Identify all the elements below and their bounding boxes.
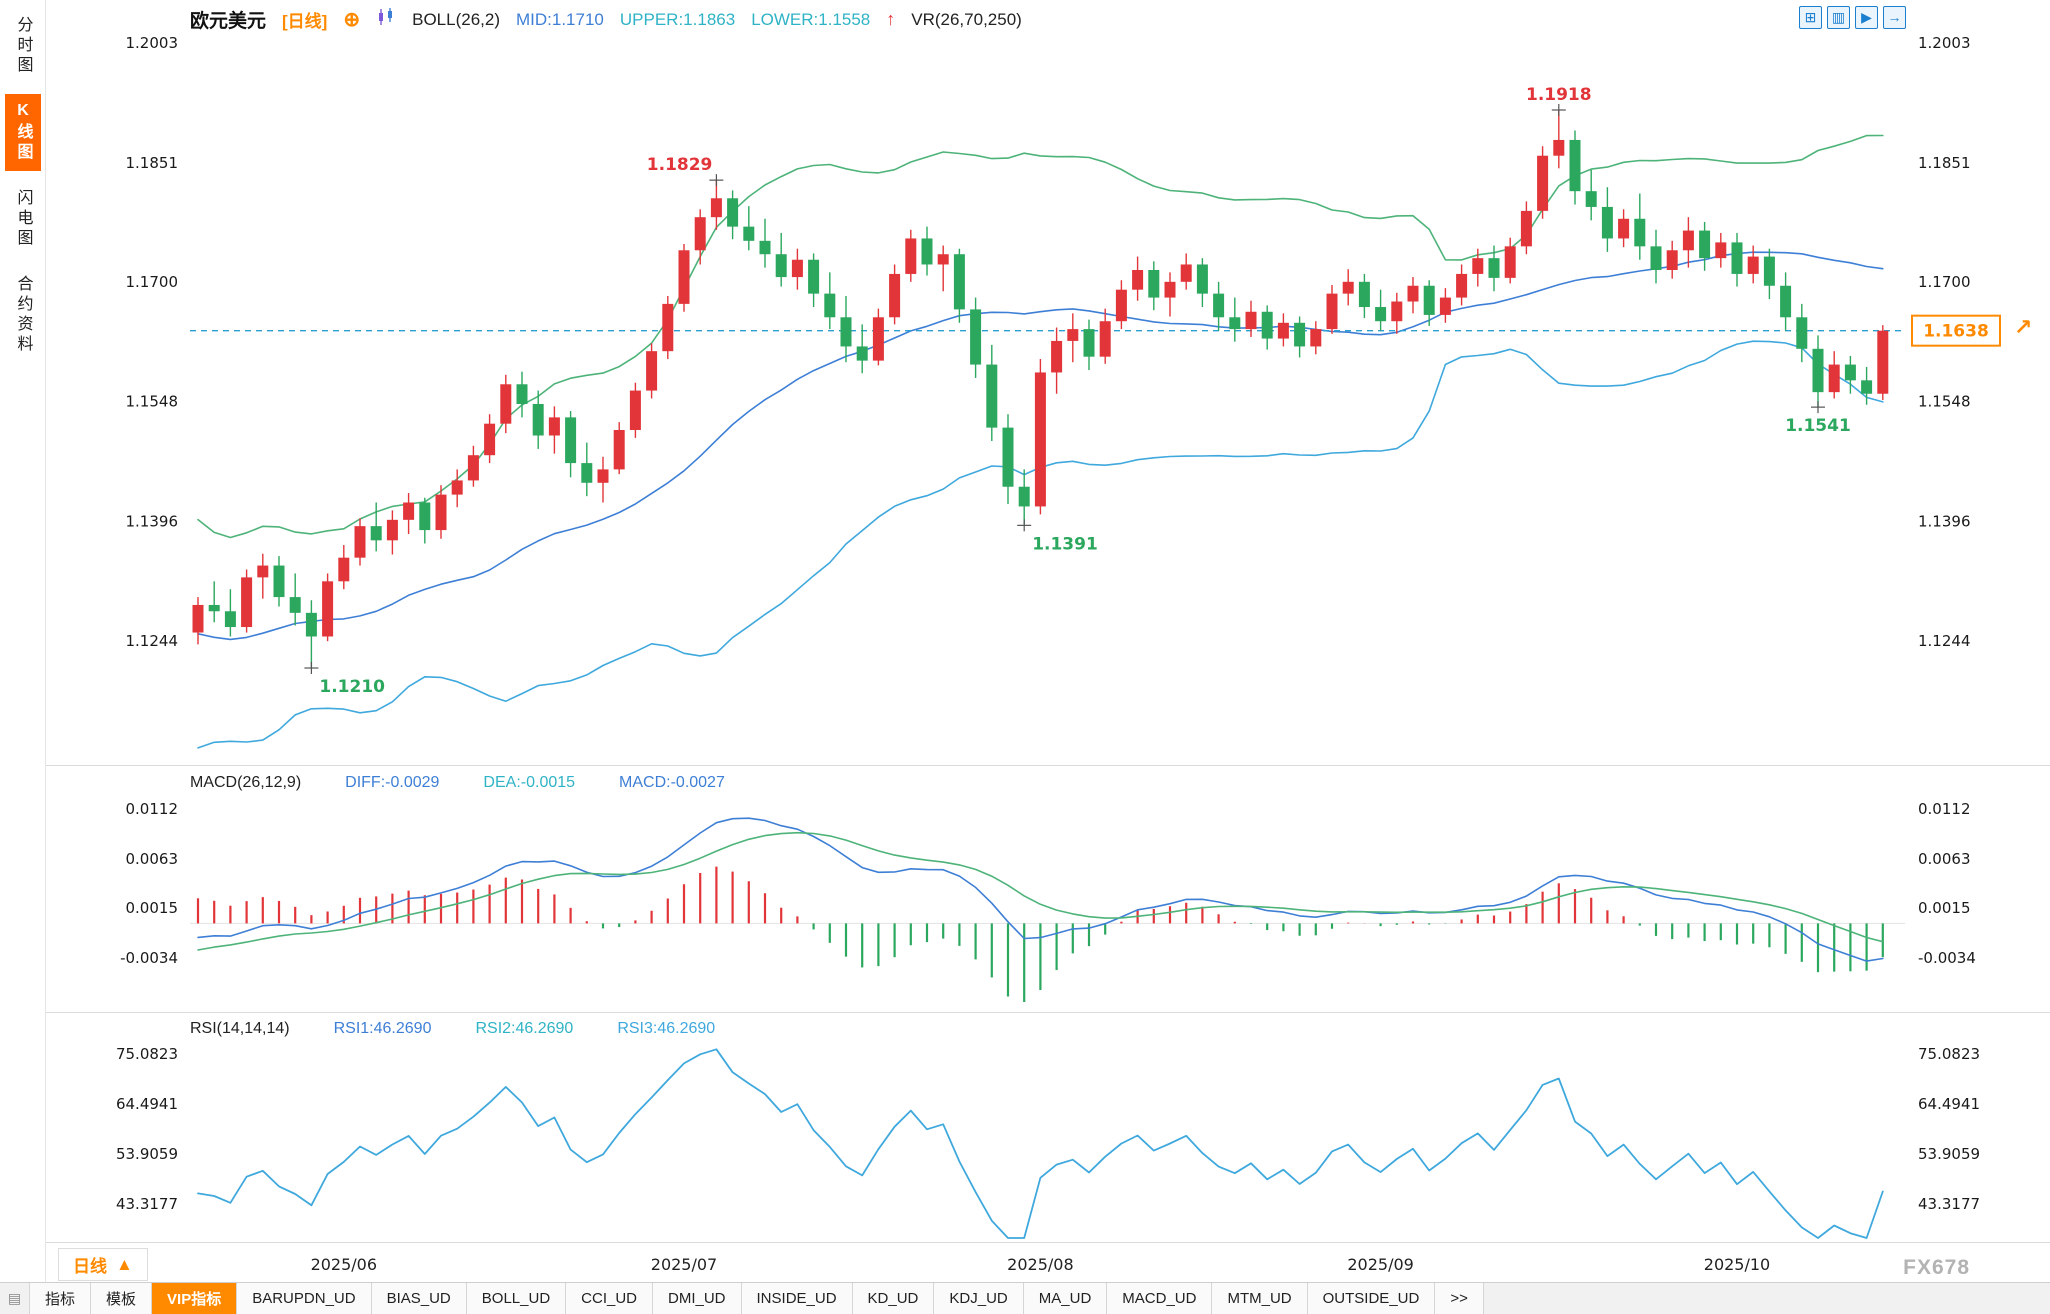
tab-kdj-ud[interactable]: KDJ_UD	[934, 1283, 1024, 1314]
svg-text:1.1700: 1.1700	[126, 273, 179, 291]
rsi-panel-labels: RSI(14,14,14) RSI1:46.2690 RSI2:46.2690 …	[190, 1020, 715, 1038]
bottom-toolbar: ▤ 指标 模板 VIP指标 BARUPDN_UD BIAS_UD BOLL_UD…	[0, 1282, 2050, 1314]
svg-text:-0.0034: -0.0034	[120, 949, 178, 967]
svg-text:75.0823: 75.0823	[116, 1045, 178, 1063]
svg-text:53.9059: 53.9059	[1918, 1145, 1980, 1163]
sidebar: 分时图 K线图 闪电图 合约资料	[0, 0, 46, 1282]
svg-text:1.1638: 1.1638	[1923, 322, 1989, 342]
svg-text:2025/08: 2025/08	[1007, 1255, 1073, 1274]
svg-text:0.0015: 0.0015	[1918, 899, 1971, 917]
boll-mid-value: MID:1.1710	[516, 9, 604, 29]
svg-text:64.4941: 64.4941	[116, 1095, 178, 1113]
sidebar-item-contract-info[interactable]: 合约资料	[4, 267, 41, 363]
svg-text:1.1244: 1.1244	[1918, 632, 1971, 650]
chart-toolbar-icons: ⊞ ▥ ▶ →	[1799, 6, 1906, 29]
svg-text:1.1548: 1.1548	[1918, 393, 1971, 411]
period-tag[interactable]: [日线]	[282, 12, 328, 31]
sidebar-item-kline-chart[interactable]: K线图	[4, 94, 41, 171]
sidebar-item-time-chart[interactable]: 分时图	[4, 8, 41, 84]
symbol-name: 欧元美元	[190, 11, 267, 32]
svg-text:1.1541: 1.1541	[1785, 416, 1851, 436]
macd-diff-value: DIFF:-0.0029	[345, 774, 440, 791]
svg-text:1.1396: 1.1396	[126, 512, 179, 530]
svg-text:1.1851: 1.1851	[126, 154, 179, 172]
tab-kd-ud[interactable]: KD_UD	[852, 1283, 935, 1314]
svg-text:1.1918: 1.1918	[1526, 85, 1592, 105]
boll-upper-value: UPPER:1.1863	[619, 9, 736, 29]
svg-text:1.1548: 1.1548	[126, 393, 179, 411]
tab-mtm-ud[interactable]: MTM_UD	[1212, 1283, 1308, 1314]
svg-text:1.1851: 1.1851	[1918, 154, 1971, 172]
tab-template[interactable]: 模板	[91, 1283, 153, 1314]
svg-text:1.1396: 1.1396	[1918, 512, 1971, 530]
period-label: 日线	[73, 1257, 107, 1276]
play-chart-icon[interactable]: ▶	[1855, 6, 1878, 29]
svg-text:1.2003: 1.2003	[126, 34, 179, 52]
sidebar-item-lightning-chart[interactable]: 闪电图	[4, 181, 41, 257]
svg-text:1.1244: 1.1244	[126, 632, 179, 650]
svg-text:75.0823: 75.0823	[1918, 1045, 1980, 1063]
tab-more[interactable]: >>	[1435, 1283, 1484, 1314]
period-selector-button[interactable]: 日线 ▲	[58, 1248, 148, 1281]
svg-text:2025/06: 2025/06	[311, 1255, 377, 1274]
trend-up-arrow-icon: ↑	[886, 9, 896, 29]
watermark: FX678	[1903, 1256, 1970, 1279]
svg-text:2025/10: 2025/10	[1704, 1255, 1770, 1274]
tab-cci-ud[interactable]: CCI_UD	[566, 1283, 653, 1314]
rsi3-value: RSI3:46.2690	[617, 1020, 716, 1037]
macd-title: MACD(26,12,9)	[190, 774, 302, 791]
svg-text:1.1210: 1.1210	[319, 677, 385, 697]
tab-vip-indicator[interactable]: VIP指标	[152, 1283, 238, 1314]
chart-header: 欧元美元 [日线] ⊕ BOLL(26,2) MID:1.1710 UPPER:…	[190, 6, 1022, 33]
rsi2-value: RSI2:46.2690	[475, 1020, 574, 1037]
macd-macd-value: MACD:-0.0027	[619, 774, 725, 791]
add-indicator-icon[interactable]: ⊕	[343, 9, 361, 31]
tab-barupdn-ud[interactable]: BARUPDN_UD	[237, 1283, 372, 1314]
tab-outside-ud[interactable]: OUTSIDE_UD	[1307, 1283, 1436, 1314]
svg-text:43.3177: 43.3177	[116, 1195, 178, 1213]
svg-text:1.1700: 1.1700	[1918, 273, 1971, 291]
kline-icon	[376, 7, 396, 32]
svg-text:2025/07: 2025/07	[651, 1255, 717, 1274]
tab-macd-ud[interactable]: MACD_UD	[1107, 1283, 1213, 1314]
multi-pane-icon[interactable]: ▥	[1827, 6, 1850, 29]
boll-lower-value: LOWER:1.1558	[751, 9, 871, 29]
toolbar-list-icon[interactable]: ▤	[0, 1283, 30, 1314]
tab-ma-ud[interactable]: MA_UD	[1023, 1283, 1108, 1314]
rsi1-value: RSI1:46.2690	[333, 1020, 432, 1037]
tab-boll-ud[interactable]: BOLL_UD	[466, 1283, 567, 1314]
svg-text:-0.0034: -0.0034	[1918, 949, 1976, 967]
svg-text:0.0112: 0.0112	[1918, 800, 1971, 818]
dropdown-up-icon: ▲	[116, 1254, 133, 1274]
tab-inside-ud[interactable]: INSIDE_UD	[741, 1283, 853, 1314]
macd-panel-labels: MACD(26,12,9) DIFF:-0.0029 DEA:-0.0015 M…	[190, 774, 725, 792]
boll-label: BOLL(26,2)	[412, 9, 500, 29]
svg-text:53.9059: 53.9059	[116, 1145, 178, 1163]
svg-text:43.3177: 43.3177	[1918, 1195, 1980, 1213]
tab-indicator[interactable]: 指标	[30, 1283, 92, 1314]
tab-dmi-ud[interactable]: DMI_UD	[653, 1283, 742, 1314]
svg-text:1.1391: 1.1391	[1032, 534, 1098, 554]
grid-layout-icon[interactable]: ⊞	[1799, 6, 1822, 29]
svg-text:0.0063: 0.0063	[126, 850, 179, 868]
tab-bias-ud[interactable]: BIAS_UD	[371, 1283, 467, 1314]
svg-text:0.0112: 0.0112	[126, 800, 179, 818]
svg-text:↗: ↗	[2014, 316, 2032, 341]
next-chart-icon[interactable]: →	[1883, 6, 1906, 29]
svg-text:0.0063: 0.0063	[1918, 850, 1971, 868]
svg-text:2025/09: 2025/09	[1347, 1255, 1413, 1274]
svg-text:1.2003: 1.2003	[1918, 34, 1971, 52]
macd-dea-value: DEA:-0.0015	[483, 774, 576, 791]
svg-text:1.1829: 1.1829	[647, 155, 713, 175]
svg-text:64.4941: 64.4941	[1918, 1095, 1980, 1113]
vr-label: VR(26,70,250)	[911, 9, 1022, 29]
svg-text:0.0015: 0.0015	[126, 899, 179, 917]
rsi-title: RSI(14,14,14)	[190, 1020, 290, 1037]
